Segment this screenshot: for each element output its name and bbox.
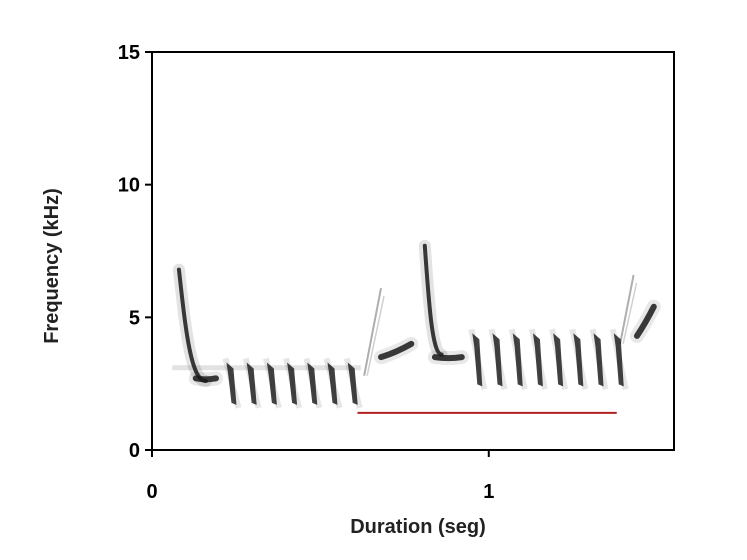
note-halo [222, 357, 242, 409]
plot-frame [151, 51, 675, 451]
tone-halo [629, 299, 661, 343]
down-sweep-halo [172, 263, 212, 388]
x-tick-label: 1 [483, 481, 494, 503]
up-sweep-mark [363, 287, 382, 376]
note-mark [472, 333, 483, 387]
note-mark [553, 333, 564, 387]
note-mark [226, 362, 237, 405]
y-axis-title: Frequency (kHz) [41, 188, 63, 344]
up-sweep-mark [622, 282, 638, 345]
tone-halo [188, 371, 223, 387]
note-halo [323, 357, 343, 409]
note-mark [512, 333, 523, 387]
note-mark [287, 362, 298, 405]
tone-halo [427, 350, 469, 366]
y-tick-label: 0 [129, 440, 140, 462]
note-halo [589, 328, 609, 390]
note-halo [242, 357, 262, 409]
up-sweep-mark [619, 274, 635, 345]
note-mark [347, 362, 358, 405]
x-tick-label: 0 [146, 481, 157, 503]
tone-mark [633, 303, 657, 339]
note-halo [262, 357, 282, 409]
tone-mark [431, 354, 465, 362]
note-halo [343, 357, 363, 409]
note-halo [283, 357, 302, 409]
note-halo [569, 328, 589, 390]
note-halo [488, 328, 508, 390]
tone-mark [192, 375, 219, 383]
note-halo [609, 328, 629, 390]
note-mark [266, 362, 277, 405]
note-halo [549, 328, 569, 390]
y-tick-label: 5 [129, 307, 140, 329]
tone-halo [374, 336, 419, 365]
note-halo [508, 328, 528, 390]
note-mark [307, 362, 318, 405]
note-mark [246, 362, 257, 405]
note-halo [303, 357, 323, 409]
spectrogram-ink [172, 239, 661, 409]
note-mark [327, 362, 338, 405]
note-mark [573, 333, 584, 387]
x-axis-title: Duration (seg) [350, 516, 486, 538]
axis-ticks: 0 5 10 15 0 1 [118, 42, 495, 503]
up-sweep-mark [366, 295, 385, 376]
tone-mark [378, 340, 415, 361]
down-sweep-halo [418, 239, 448, 361]
down-sweep-mark [422, 243, 444, 357]
note-mark [492, 333, 503, 387]
note-halo [528, 328, 548, 390]
y-tick-label: 15 [118, 42, 140, 64]
note-mark [613, 333, 624, 387]
note-mark [593, 333, 604, 387]
y-tick-label: 10 [118, 175, 140, 197]
note-halo [468, 328, 488, 390]
note-mark [532, 333, 543, 387]
